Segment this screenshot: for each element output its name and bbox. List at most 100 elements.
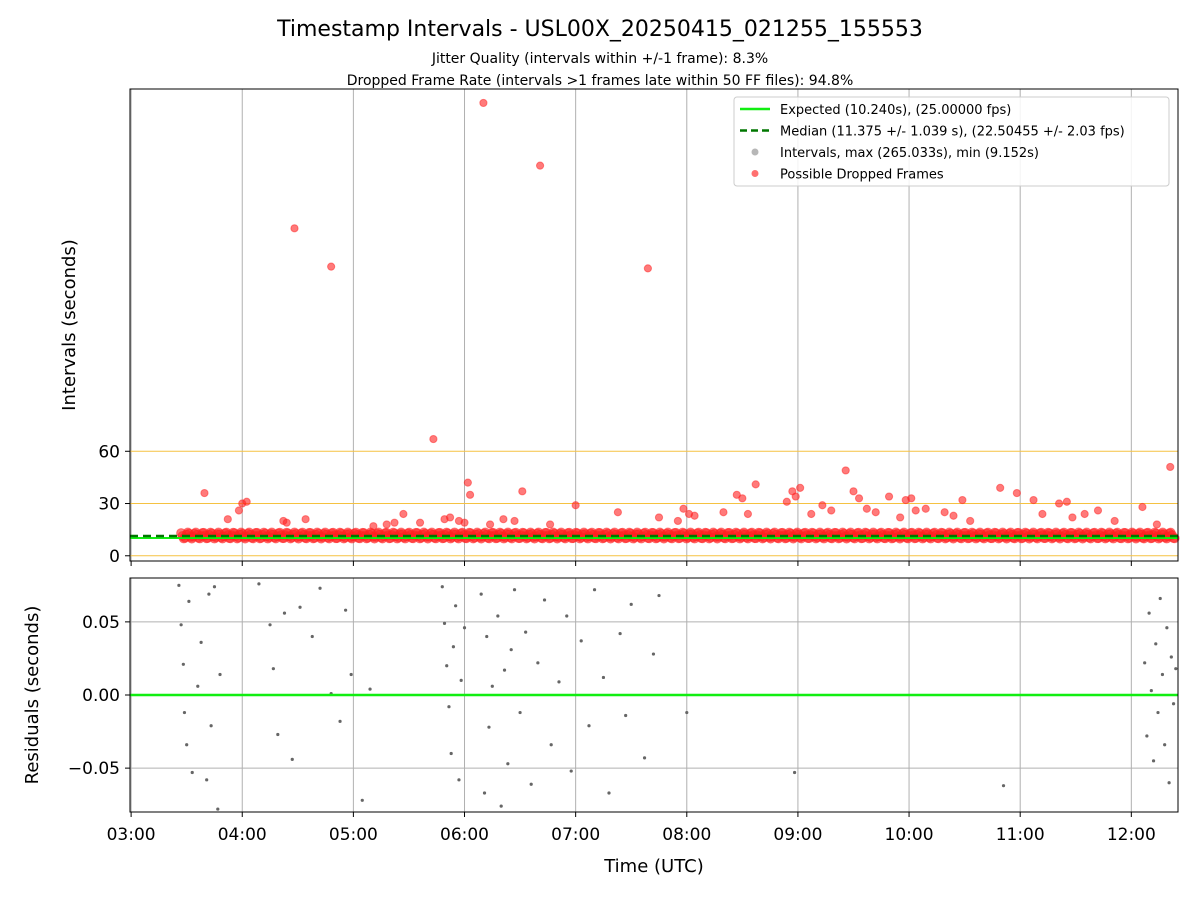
dropped-frame-point	[1068, 513, 1077, 522]
residual-point	[368, 687, 372, 691]
residual-point	[549, 743, 553, 747]
residual-point	[657, 593, 661, 598]
residual-point	[442, 621, 447, 625]
top-y-tick-label: 60	[98, 442, 120, 462]
legend-box	[733, 96, 1170, 187]
x-tick-label: 09:00	[773, 825, 822, 845]
residual-point	[282, 611, 287, 615]
dropped-frame-point	[854, 494, 864, 503]
dropped-frame-point	[907, 494, 916, 503]
residual-point	[1154, 642, 1158, 646]
dropped-frame-point	[791, 492, 800, 501]
dropped-frame-point	[382, 520, 391, 529]
residual-point	[179, 623, 183, 627]
residual-point	[565, 614, 569, 618]
dropped-frame-point	[545, 520, 555, 529]
bottom-y-tick-label: −0.05	[68, 759, 120, 779]
dropped-frame-point	[862, 504, 871, 513]
dropped-frame-point	[223, 515, 232, 524]
dropped-frame-point	[643, 264, 652, 273]
bottom-y-tick-label: 0.05	[82, 613, 120, 633]
residual-point	[579, 639, 583, 643]
chart-title: Timestamp Intervals - USL00X_20250415_02…	[276, 17, 923, 42]
legend-point-swatch	[751, 148, 759, 156]
dropped-frame-point	[818, 501, 827, 510]
residual-point	[190, 770, 194, 775]
residual-point	[451, 645, 456, 649]
residual-point	[1145, 734, 1149, 738]
dropped-frame-point	[949, 511, 958, 520]
residual-point	[1001, 784, 1006, 788]
dropped-frame-point	[884, 492, 894, 501]
dropped-frame-point	[719, 508, 728, 517]
x-tick-label: 05:00	[329, 825, 378, 845]
residual-point	[592, 588, 597, 592]
residual-point	[196, 684, 200, 688]
residual-point	[485, 634, 489, 639]
residual-point	[447, 705, 451, 709]
residual-point	[1156, 710, 1160, 715]
residual-point	[257, 582, 261, 586]
residual-point	[349, 672, 353, 677]
residual-point	[509, 648, 513, 652]
dropped-frame-point	[966, 516, 975, 526]
residual-point	[1147, 611, 1151, 615]
residual-point	[569, 769, 573, 773]
dropped-frame-point	[1062, 497, 1071, 506]
top-plot-frame	[129, 88, 1179, 562]
dropped-frame-point	[465, 490, 475, 499]
residual-point	[205, 778, 209, 782]
dropped-frame-point	[1138, 502, 1147, 512]
legend-point-swatch	[751, 170, 759, 177]
dropped-frame-point	[1012, 488, 1021, 498]
residual-point	[1171, 702, 1176, 706]
x-axis-label: Time (UTC)	[603, 856, 704, 877]
dropped-frame-point	[301, 515, 310, 524]
legend: Expected (10.240s), (25.00000 fps) Median…	[733, 96, 1170, 187]
dropped-frame-point	[896, 513, 905, 522]
residual-point	[338, 719, 342, 723]
residual-point	[1143, 661, 1147, 665]
residual-point	[449, 751, 453, 756]
residual-point	[618, 631, 622, 636]
residual-point	[518, 710, 522, 715]
residual-point	[1169, 655, 1173, 659]
x-tick-label: 03:00	[107, 825, 156, 845]
dropped-frame-point	[234, 506, 244, 515]
residual-point	[298, 605, 302, 609]
dropped-frame-point	[1110, 516, 1119, 526]
x-tick-label: 08:00	[662, 825, 711, 845]
residual-point	[536, 661, 540, 665]
residual-point	[685, 710, 689, 715]
top-y-axis-label: Intervals (seconds)	[59, 239, 80, 411]
dropped-frame-point	[796, 483, 805, 492]
dropped-frame-point	[327, 262, 336, 271]
residual-point	[624, 713, 628, 718]
dropped-frame-point	[996, 483, 1005, 492]
residual-point	[524, 630, 528, 634]
dropped-frame-point	[807, 509, 816, 519]
legend-entry-label: Intervals, max (265.033s), min (9.152s)	[780, 146, 1039, 161]
residual-point	[268, 623, 272, 627]
x-tick-label: 06:00	[440, 825, 489, 845]
residual-point	[512, 588, 517, 592]
dropped-frame-point	[1038, 509, 1047, 519]
residual-point	[607, 791, 611, 795]
residual-point	[1167, 781, 1171, 785]
x-tick-label: 12:00	[1107, 825, 1156, 845]
residual-point	[459, 678, 463, 682]
dropped-frame-point	[390, 518, 399, 527]
dropped-frame-point	[751, 480, 760, 489]
residual-point	[1163, 743, 1167, 747]
dropped-frame-point	[463, 478, 472, 487]
top-y-tick-label: 30	[98, 495, 120, 515]
legend-entry-label: Median (11.375 +/- 1.039 s), (22.50455 +…	[780, 125, 1125, 140]
residual-point	[216, 807, 220, 811]
dropped-frame-point	[399, 509, 408, 519]
residual-point	[629, 602, 633, 606]
residuals-plot: 03:00 04:00 05:00 06:00 07:00 08:00 09:00 10:00…	[68, 577, 1179, 845]
residual-point	[290, 757, 294, 761]
residual-point	[218, 672, 222, 677]
dropped-frame-point	[369, 522, 378, 531]
